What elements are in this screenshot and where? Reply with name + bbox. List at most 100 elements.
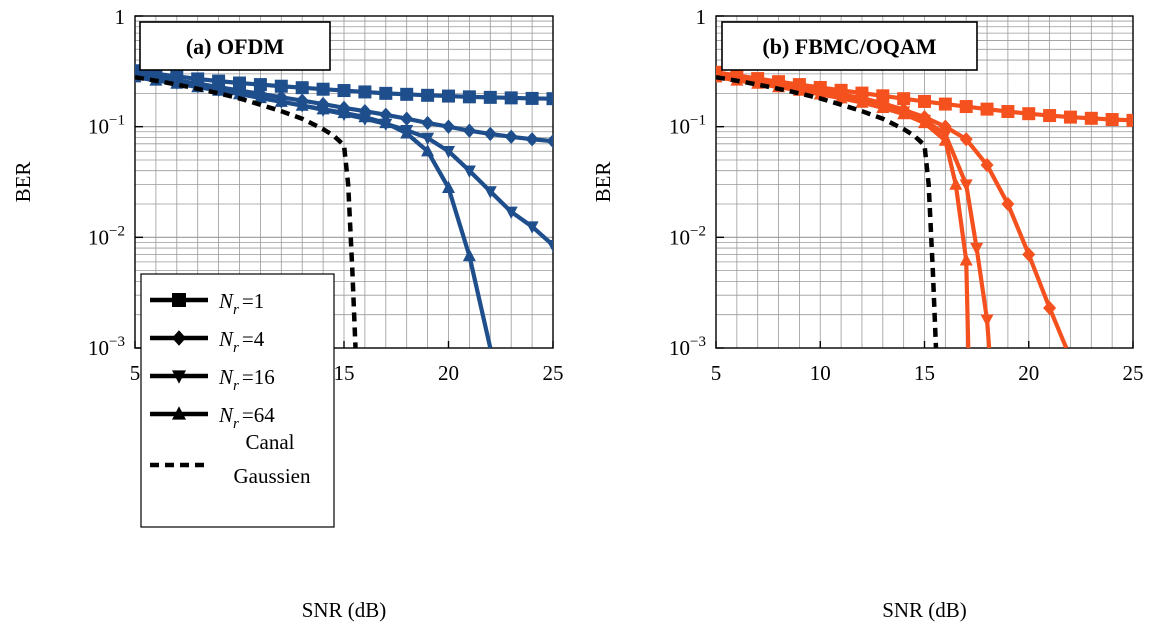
y-tick-label: 10−2 [88,223,125,249]
series-n-r-4-point [959,132,973,147]
series-n-r-4-point [504,129,518,144]
legend-marker [172,406,186,420]
series-n-r-64-point [813,87,827,100]
y-axis-title: BER [591,162,615,203]
series-n-r-1-point [274,79,288,93]
x-tick-label: 10 [810,361,831,385]
series-n-r-4-point [546,133,553,149]
series-n-r-1-point [379,86,393,100]
series-n-r-4-point [421,115,435,131]
series-n-r-16-line [716,73,992,348]
series-n-r-4-point [379,107,393,122]
series-n-r-16-point [980,314,994,327]
series-n-r-16-point [525,221,539,234]
y-axis-title: BER [11,162,35,203]
series-n-r-1-point [483,90,497,104]
series-n-r-1-point [1001,105,1015,119]
x-tick-label: 15 [914,361,935,385]
series-n-r-64-point [938,133,952,146]
series-n-r-16-point [970,242,984,256]
series-n-r-16-point [442,146,455,159]
plot-area [135,64,553,348]
series-n-r-64-point [918,115,931,129]
series-n-r-64-point [274,94,288,107]
series-n-r-1-point [1043,109,1057,123]
series-n-r-64-point [876,100,890,114]
series-n-r-64-point [442,180,455,194]
series-n-r-64-point [421,144,435,157]
legend-marker [172,293,186,307]
legend-label-gaussian-2: Gaussien [234,464,311,488]
x-tick-label: 15 [334,361,355,385]
series-n-r-1-point [1063,110,1077,124]
plot-area [716,65,1133,348]
legend-label: Nr =4 [218,327,265,356]
series-n-r-1-point [897,92,911,106]
series-n-r-1-point [295,81,309,95]
y-tick-label: 10−1 [669,113,706,139]
series-n-r-1-point [1084,111,1098,125]
series-n-r-4-point [1043,300,1057,316]
series-n-r-1-point [337,84,351,98]
panel-title-box [721,21,978,71]
series-n-r-64-point [233,86,246,100]
series-n-r-1-point [442,89,455,103]
legend-marker [172,330,186,346]
series-n-r-1-point [980,102,994,116]
x-tick-label: 25 [1123,361,1144,385]
series-n-r-64-point [253,90,267,104]
y-tick-label: 1 [115,5,126,29]
series-n-r-64-point [295,98,309,111]
series-canal-gaussien-line [716,74,939,348]
series-n-r-1-point [233,76,246,90]
series-n-r-16-point [462,165,476,178]
panel-b: 5 10 15 20 25 1 10−1 10−2 10−3 SNR (dB) BER (b) FBM… [591,5,1144,622]
series-n-r-16-point [546,239,553,253]
legend-label: Nr =1 [218,289,264,318]
series-n-r-4-point [1022,247,1036,262]
series-n-r-4-point [938,119,952,134]
series-n-r-64-line [135,75,493,348]
x-tick-label: 5 [711,361,722,385]
series-n-r-1-point [918,94,931,108]
series-n-r-1-point [959,100,973,114]
series-n-r-1-point [876,89,890,103]
series-n-r-64-point [337,105,351,119]
series-n-r-4-point [483,126,497,142]
series-n-r-4-point [442,119,455,134]
panel-title-box [139,21,331,71]
series-n-r-64-point [897,106,911,120]
series-n-r-1-point [358,85,372,99]
panel-title: (a) OFDM [186,34,285,59]
series-n-r-1-point [421,88,435,102]
series-n-r-64-point [462,248,476,262]
series-n-r-16-point [421,132,435,146]
series-n-r-64-point [316,101,330,115]
series-n-r-4-point [400,111,414,126]
series-n-r-16-point [504,206,518,219]
x-axis-title: SNR (dB) [882,598,967,622]
series-n-r-4-point [1001,196,1015,212]
series-n-r-1-point [1105,113,1119,127]
x-tick-label: 25 [543,361,564,385]
legend-box [140,273,335,528]
y-tick-label: 10−3 [669,334,706,360]
y-tick-label: 10−2 [669,223,706,249]
series-n-r-1-point [316,82,330,96]
panel-title: (b) FBMC/OQAM [762,34,936,59]
series-n-r-1-point [400,87,414,101]
series-n-r-64-point [358,109,372,123]
legend-label: Nr =64 [218,403,275,432]
series-n-r-4-point [525,132,539,147]
series-n-r-64-point [959,253,973,266]
x-tick-label: 20 [438,361,459,385]
series-n-r-64-point [379,115,393,129]
legend-label-gaussian-1: Canal [246,430,295,454]
y-tick-label: 1 [696,5,707,29]
series-n-r-1-point [1022,107,1036,121]
series-n-r-64-point [855,95,869,108]
legend-label: Nr =16 [218,365,275,394]
y-tick-label: 10−3 [88,334,125,360]
